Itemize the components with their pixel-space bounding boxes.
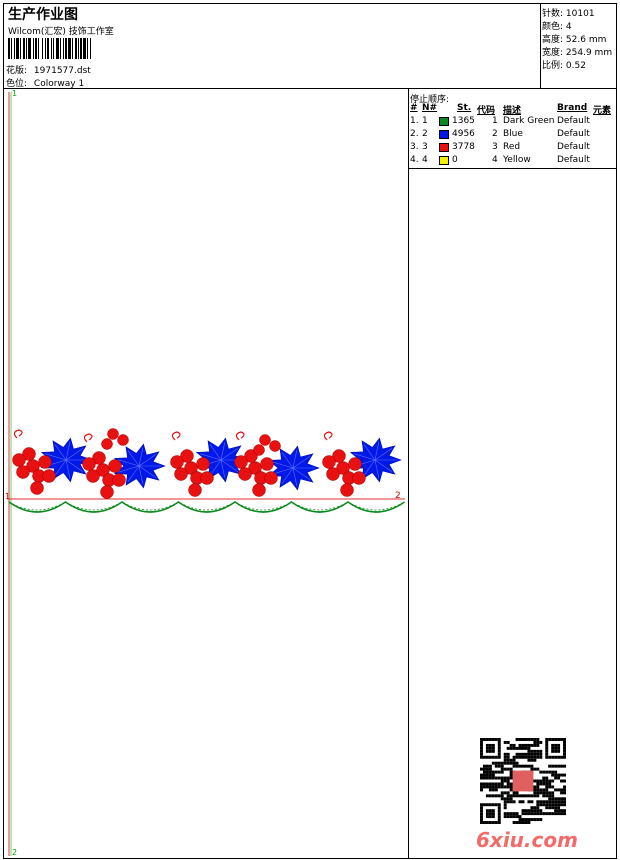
end-mark: 2 [395, 491, 401, 501]
width-info: 宽度: 254.9 mm [542, 45, 612, 58]
row-code: 4 [492, 155, 498, 165]
colorway-label: 色位: [6, 79, 28, 89]
colors-info: 颜色: 4 [542, 19, 572, 32]
row-needle: 1 [422, 116, 428, 126]
colors-value: 4 [565, 22, 572, 32]
width-value: 254.9 mm [565, 48, 613, 58]
barcode-icon [8, 38, 91, 59]
row-brand: Default [557, 116, 590, 126]
color-swatch [439, 130, 449, 139]
col-description: 描述 [503, 106, 522, 116]
design-label: 花版: [6, 66, 28, 76]
row-stitches: 1365 [452, 116, 475, 126]
row-description: Red [503, 142, 521, 152]
row-stitches: 3778 [452, 142, 475, 152]
height-info: 高度: 52.6 mm [542, 32, 606, 45]
right-empty-panel [408, 168, 617, 859]
col-code: 代码 [477, 106, 496, 116]
row-index: 4. [410, 155, 419, 165]
row-index: 2. [410, 129, 419, 139]
row-description: Dark Green [503, 116, 555, 126]
stitches-info: 针数: 10101 [542, 6, 595, 19]
row-index: 1. [410, 116, 419, 126]
row-code: 2 [492, 129, 498, 139]
row-code: 3 [492, 142, 498, 152]
row-brand: Default [557, 142, 590, 152]
embroidery-preview [7, 92, 405, 856]
stop-sequence-title: 停止顺序: [410, 95, 450, 105]
axis-end-label: 2 [12, 848, 18, 857]
row-needle: 2 [422, 129, 428, 139]
colorway-value: Colorway 1 [33, 79, 85, 89]
row-needle: 3 [422, 142, 428, 152]
stitches-value: 10101 [565, 9, 595, 19]
row-stitches: 0 [452, 155, 458, 165]
row-index: 3. [410, 142, 419, 152]
colorway: 色位: Colorway 1 [6, 76, 84, 89]
color-swatch [439, 143, 449, 152]
scale-info: 比例: 0.52 [542, 58, 586, 71]
design-file: 花版: 1971577.dst [6, 63, 91, 76]
row-needle: 4 [422, 155, 428, 165]
company-name: Wilcom(汇宏) 技饰工作室 [8, 27, 114, 37]
color-swatch [439, 117, 449, 126]
watermark-logo: 6xiu.com [476, 828, 578, 852]
row-description: Yellow [503, 155, 531, 165]
width-label: 宽度: [542, 48, 564, 58]
row-stitches: 4956 [452, 129, 475, 139]
colors-label: 颜色: [542, 22, 564, 32]
col-stitches: St. [457, 103, 472, 113]
scale-label: 比例: [542, 61, 564, 71]
row-brand: Default [557, 155, 590, 165]
row-brand: Default [557, 129, 590, 139]
col-brand: Brand [557, 103, 588, 113]
height-value: 52.6 mm [565, 35, 607, 45]
scale-value: 0.52 [565, 61, 586, 71]
red-grape-motifs [12, 428, 366, 499]
page-title: 生产作业图 [8, 7, 78, 23]
height-label: 高度: [542, 35, 564, 45]
row-code: 1 [492, 116, 498, 126]
qr-code-icon [480, 738, 566, 824]
row-description: Blue [503, 129, 523, 139]
color-swatch [439, 156, 449, 165]
design-value: 1971577.dst [33, 66, 91, 76]
blue-leaf-motifs [40, 437, 402, 491]
col-element: 元素 [593, 106, 612, 116]
stitches-label: 针数: [542, 9, 564, 19]
axis-start-label: 1 [12, 89, 18, 98]
col-index: # [410, 103, 418, 113]
green-scallop-border [8, 501, 405, 513]
col-needle: N# [422, 103, 438, 113]
start-mark: 1 [5, 492, 11, 501]
